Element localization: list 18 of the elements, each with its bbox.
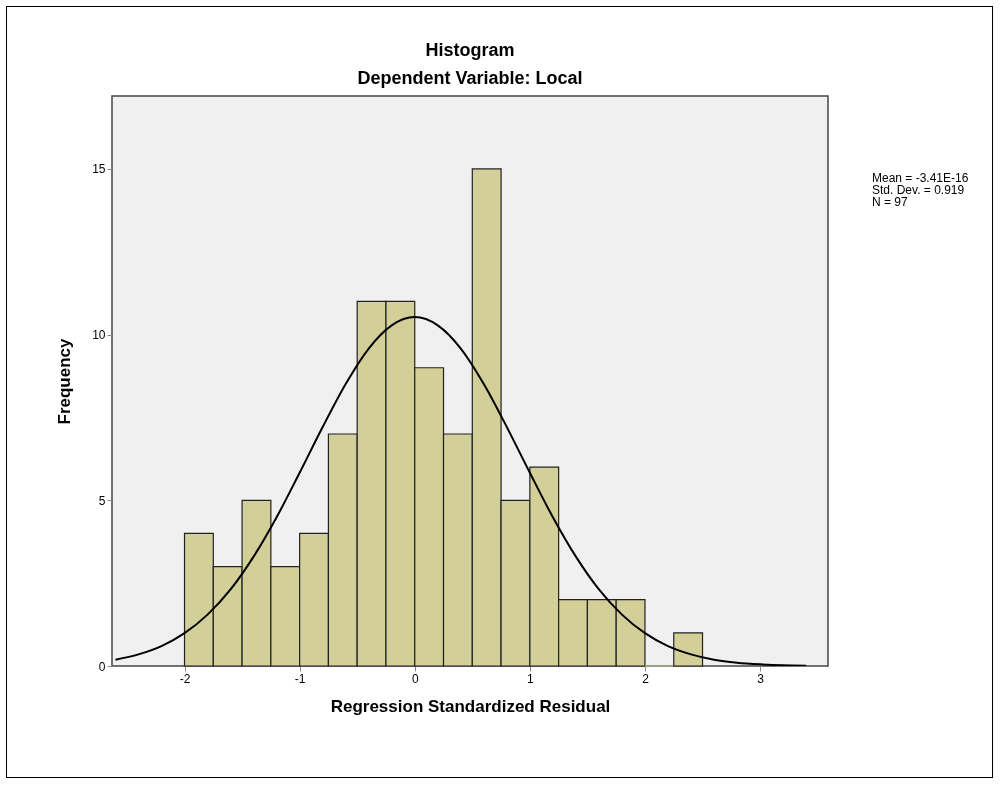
y-tick-label: 5	[98, 493, 106, 508]
x-tick-label: 1	[527, 671, 535, 686]
line-series	[114, 316, 808, 666]
x-tick-label: 3	[757, 671, 765, 686]
text: Mean = -3.41E-16	[872, 171, 969, 185]
y-tick-label: 15	[92, 162, 106, 177]
y-axis-title: Frequency	[55, 337, 75, 425]
text: N = 97	[872, 195, 909, 209]
text: Std. Dev. = 0.919	[872, 183, 966, 197]
x-tick-label: 0	[411, 671, 419, 686]
chart-subtitle: Dependent Variable: Local	[357, 68, 583, 88]
x-tick-label: -1	[294, 671, 306, 686]
x-tick-label: -2	[179, 671, 191, 686]
chart-title: Histogram	[425, 40, 515, 60]
x-tick-label: 2	[642, 671, 650, 686]
x-axis-title: Regression Standardized Residual	[330, 696, 611, 716]
y-tick-label: 0	[98, 659, 106, 674]
y-tick-label: 10	[92, 328, 106, 343]
